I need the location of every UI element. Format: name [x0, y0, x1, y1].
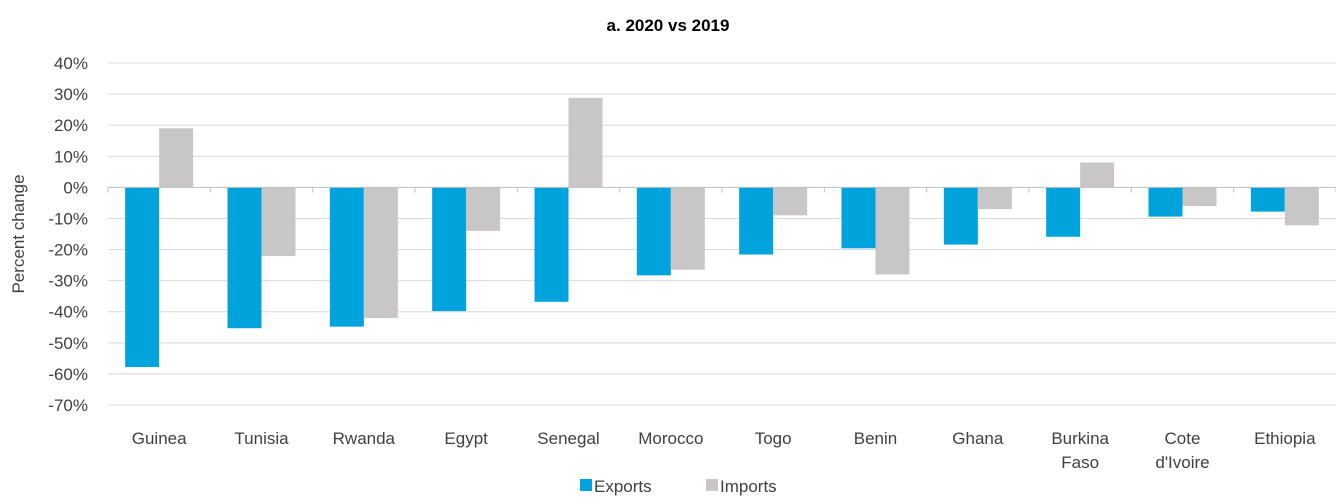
bar-imports	[875, 187, 910, 275]
bar-exports	[1148, 187, 1183, 217]
x-tick-label: Benin	[854, 429, 897, 448]
y-axis-title: Percent change	[9, 174, 28, 293]
y-tick-label: 10%	[54, 147, 88, 166]
bar-exports	[1250, 187, 1285, 212]
bar-imports	[1284, 187, 1319, 226]
bar-exports	[1046, 187, 1081, 237]
bar-imports	[466, 187, 501, 231]
bar-exports	[841, 187, 876, 249]
x-tick-label: Tunisia	[234, 429, 289, 448]
legend: Exports Imports	[580, 477, 777, 496]
y-tick-label: -70%	[48, 396, 88, 415]
y-tick-label: 40%	[54, 54, 88, 73]
legend-label-imports: Imports	[720, 477, 777, 496]
legend-label-exports: Exports	[594, 477, 652, 496]
x-tick-label: Faso	[1061, 453, 1099, 472]
x-tick-label: Ghana	[952, 429, 1004, 448]
x-tick-label: Morocco	[638, 429, 703, 448]
y-tick-label: -60%	[48, 365, 88, 384]
y-tick-label: -20%	[48, 241, 88, 260]
bar-exports	[125, 187, 160, 368]
x-tick-label: d'Ivoire	[1155, 453, 1209, 472]
y-tick-label: 30%	[54, 85, 88, 104]
y-tick-label: 0%	[63, 178, 88, 197]
chart-title: a. 2020 vs 2019	[606, 16, 730, 35]
y-tick-label: -50%	[48, 334, 88, 353]
gridlines	[108, 62, 1336, 406]
y-tick-label: -30%	[48, 272, 88, 291]
y-tick-label: 20%	[54, 116, 88, 135]
bar-exports	[329, 187, 364, 327]
bar-imports	[1182, 187, 1217, 207]
x-tick-label: Ethiopia	[1254, 429, 1316, 448]
axes: 40% 30% 20% 10% 0% -10% -20% -30% -40% -50% -60% -7…	[9, 54, 1336, 472]
x-tick-label: Rwanda	[333, 429, 396, 448]
x-tick-label: Guinea	[132, 429, 187, 448]
bar-exports	[739, 187, 774, 255]
x-tick-label: Senegal	[537, 429, 599, 448]
y-tick-label: -10%	[48, 209, 88, 228]
bar-exports	[636, 187, 671, 276]
bar-imports	[773, 187, 808, 216]
bar-imports	[159, 128, 194, 188]
x-tick-label: Cote	[1165, 429, 1201, 448]
bar-imports	[363, 187, 398, 318]
bar-imports	[670, 187, 705, 270]
x-tick-label: Egypt	[444, 429, 488, 448]
bar-imports	[568, 97, 603, 188]
bar-exports	[943, 187, 978, 245]
bar-imports	[261, 187, 296, 257]
legend-swatch-imports	[706, 479, 718, 491]
bar-imports	[977, 187, 1012, 210]
x-tick-label: Burkina	[1051, 429, 1109, 448]
y-tick-label: -40%	[48, 303, 88, 322]
x-tick-label: Togo	[755, 429, 792, 448]
bar-exports	[227, 187, 262, 329]
bar-imports	[1080, 162, 1115, 188]
bar-exports	[432, 187, 467, 312]
bar-exports	[534, 187, 569, 302]
legend-swatch-exports	[580, 479, 592, 491]
bars	[125, 97, 1319, 368]
